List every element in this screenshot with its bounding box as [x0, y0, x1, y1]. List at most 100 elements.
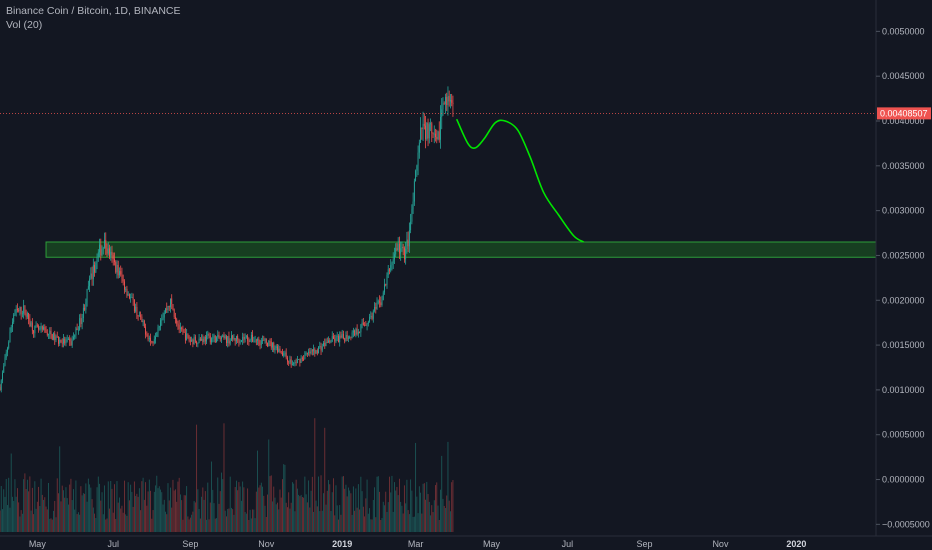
volume-bar — [147, 491, 149, 532]
volume-bar — [69, 484, 71, 532]
candle-body — [298, 359, 300, 360]
candle-body — [127, 294, 129, 296]
volume-indicator-label[interactable]: Vol (20) — [6, 19, 43, 31]
volume-bar — [198, 509, 200, 532]
candle-body — [84, 307, 86, 310]
candle-body — [152, 342, 154, 344]
volume-bar — [216, 518, 217, 532]
candle-body — [199, 338, 201, 341]
candle-body — [167, 306, 169, 310]
volume-bar — [396, 486, 398, 532]
candle-body — [202, 338, 204, 342]
volume-bar — [171, 507, 173, 532]
candle-body — [29, 319, 31, 327]
volume-bar — [63, 490, 64, 532]
candle-body — [350, 336, 352, 338]
volume-bar — [267, 494, 268, 532]
volume-bar — [163, 499, 165, 532]
candle-body — [28, 312, 30, 320]
candle-body — [334, 338, 336, 342]
candle-body — [126, 288, 128, 296]
candle-body — [321, 346, 323, 351]
volume-bar — [255, 491, 257, 532]
volume-bar — [106, 518, 108, 532]
candle-body — [82, 307, 84, 319]
volume-bar — [3, 489, 5, 532]
candle-body — [340, 335, 342, 338]
volume-bar — [211, 461, 212, 532]
volume-bar — [56, 478, 58, 532]
candle-body — [119, 271, 120, 276]
candle-body — [64, 338, 66, 344]
volume-bar — [16, 488, 18, 532]
volume-bar — [140, 510, 142, 532]
volume-bar — [137, 496, 139, 532]
volume-bar — [20, 510, 22, 532]
candle-body — [72, 336, 74, 340]
volume-bar — [60, 501, 62, 532]
candle-body — [85, 302, 87, 310]
candle-body — [89, 278, 91, 287]
volume-bar — [155, 485, 156, 532]
volume-bar — [99, 483, 100, 532]
y-tick-label: 0.0050000 — [882, 26, 925, 36]
volume-bar — [288, 492, 290, 532]
volume-bar — [206, 519, 207, 532]
candle-body — [0, 380, 2, 390]
candle-body — [223, 335, 225, 338]
volume-bar — [232, 509, 234, 532]
volume-bar — [45, 506, 47, 532]
volume-bar — [170, 487, 171, 532]
candle-body — [40, 326, 42, 329]
volume-bar — [425, 499, 426, 532]
candle-body — [101, 249, 103, 256]
candle-body — [284, 352, 286, 354]
volume-bar — [249, 509, 251, 532]
candle-body — [148, 337, 150, 340]
candle-body — [183, 331, 185, 333]
volume-bar — [102, 514, 104, 532]
volume-bar — [313, 511, 315, 532]
candle-body — [270, 341, 272, 348]
projection-curve[interactable] — [455, 118, 585, 243]
candle-body — [245, 335, 247, 337]
volume-bar — [176, 501, 178, 532]
volume-bar — [40, 478, 42, 532]
volume-bar — [408, 514, 410, 532]
candle-body — [115, 262, 117, 273]
candle-body — [346, 334, 348, 339]
volume-bars — [0, 418, 454, 532]
volume-bar — [80, 486, 82, 532]
volume-bar — [427, 494, 429, 532]
volume-bar — [374, 487, 375, 532]
volume-bar — [188, 519, 190, 532]
candle-body — [354, 330, 356, 336]
volume-bar — [382, 501, 384, 532]
candle-body — [402, 246, 404, 249]
volume-bar — [308, 480, 310, 532]
x-tick-label: 2019 — [332, 539, 352, 549]
volume-bar — [407, 510, 409, 532]
candle-body — [102, 248, 104, 250]
volume-bar — [394, 482, 395, 532]
y-tick-label: 0.0000000 — [882, 475, 925, 485]
volume-bar — [238, 482, 240, 532]
candle-body — [326, 341, 328, 343]
volume-bar — [29, 476, 31, 532]
volume-bar — [61, 485, 63, 532]
candle-body — [18, 310, 20, 311]
volume-bar — [293, 483, 295, 532]
candle-body — [433, 133, 435, 135]
symbol-title[interactable]: Binance Coin / Bitcoin, 1D, BINANCE — [6, 5, 181, 17]
x-tick-label: Nov — [712, 539, 729, 549]
candle-body — [403, 248, 405, 260]
candle-body — [432, 133, 434, 134]
volume-bar — [208, 519, 210, 532]
volume-bar — [44, 497, 46, 532]
support-zone[interactable] — [45, 241, 877, 258]
volume-bar — [381, 518, 383, 532]
volume-bar — [369, 508, 370, 532]
volume-bar — [441, 455, 443, 532]
y-tick-label: 0.0020000 — [882, 295, 925, 305]
